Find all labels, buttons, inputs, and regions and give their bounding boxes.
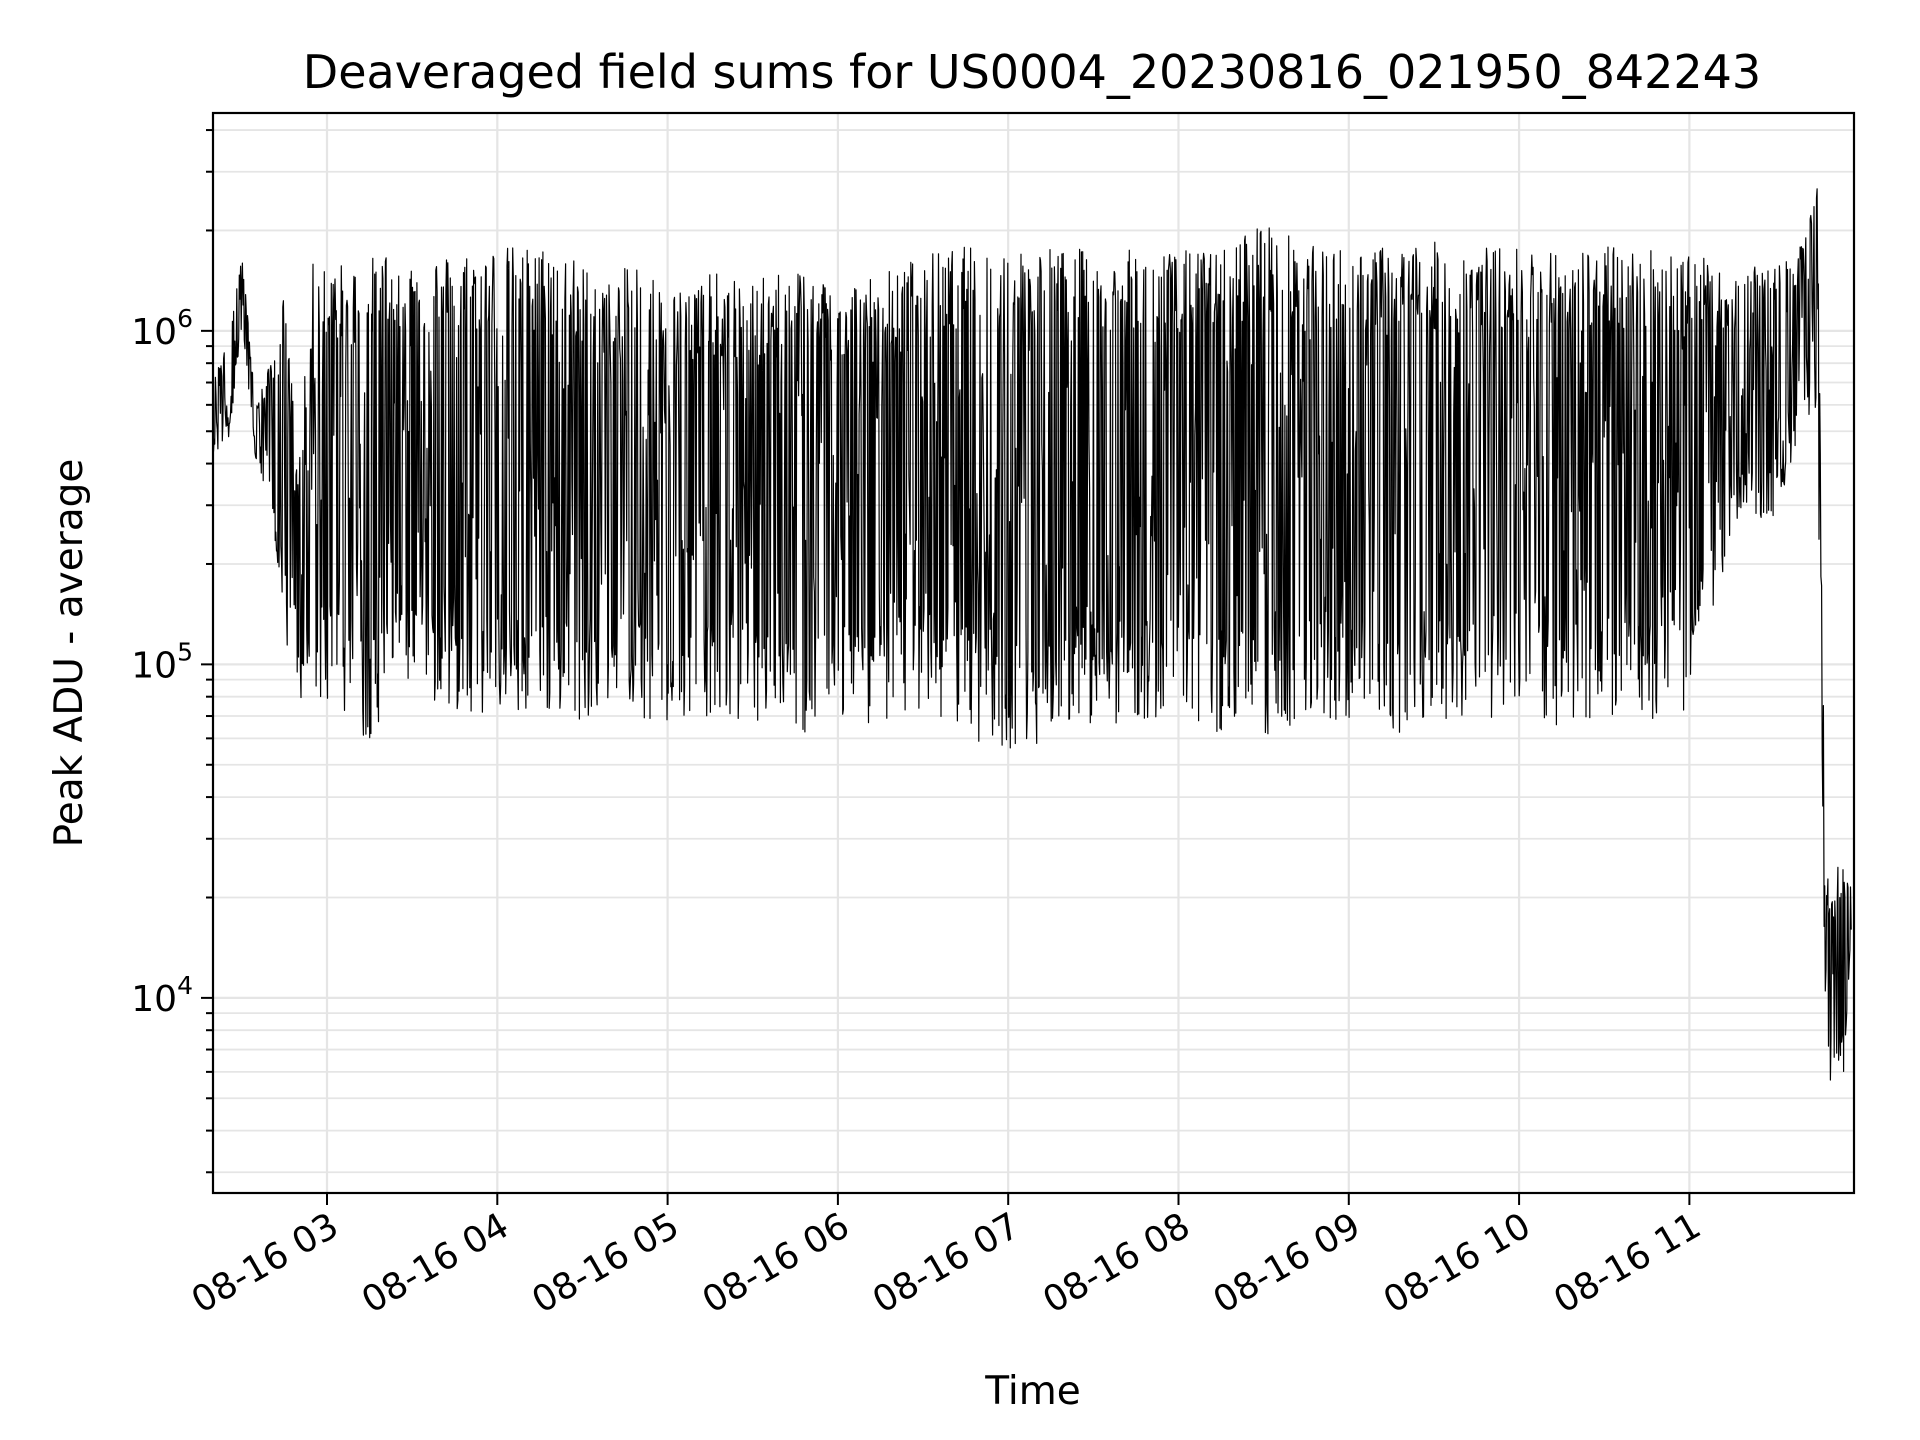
chart-title: Deaveraged field sums for US0004_2023081… [303, 45, 1761, 99]
data-line [212, 188, 1852, 1081]
y-tick-label-base: 10 [131, 645, 177, 686]
x-axis-label: Time [984, 1369, 1080, 1414]
y-tick-label-exponent: 6 [177, 304, 193, 333]
y-tick-label: 106 [131, 304, 193, 353]
y-axis-label: Peak ADU - average [47, 459, 92, 848]
y-tick-label-base: 10 [131, 979, 177, 1020]
y-tick-label: 105 [131, 637, 193, 686]
plot-frame [211, 111, 1856, 1195]
y-tick-label: 104 [131, 971, 193, 1020]
data-series [212, 188, 1852, 1081]
y-tick-label-exponent: 4 [177, 971, 193, 1000]
y-tick-label-base: 10 [131, 312, 177, 353]
y-tick-label-exponent: 5 [177, 637, 193, 666]
